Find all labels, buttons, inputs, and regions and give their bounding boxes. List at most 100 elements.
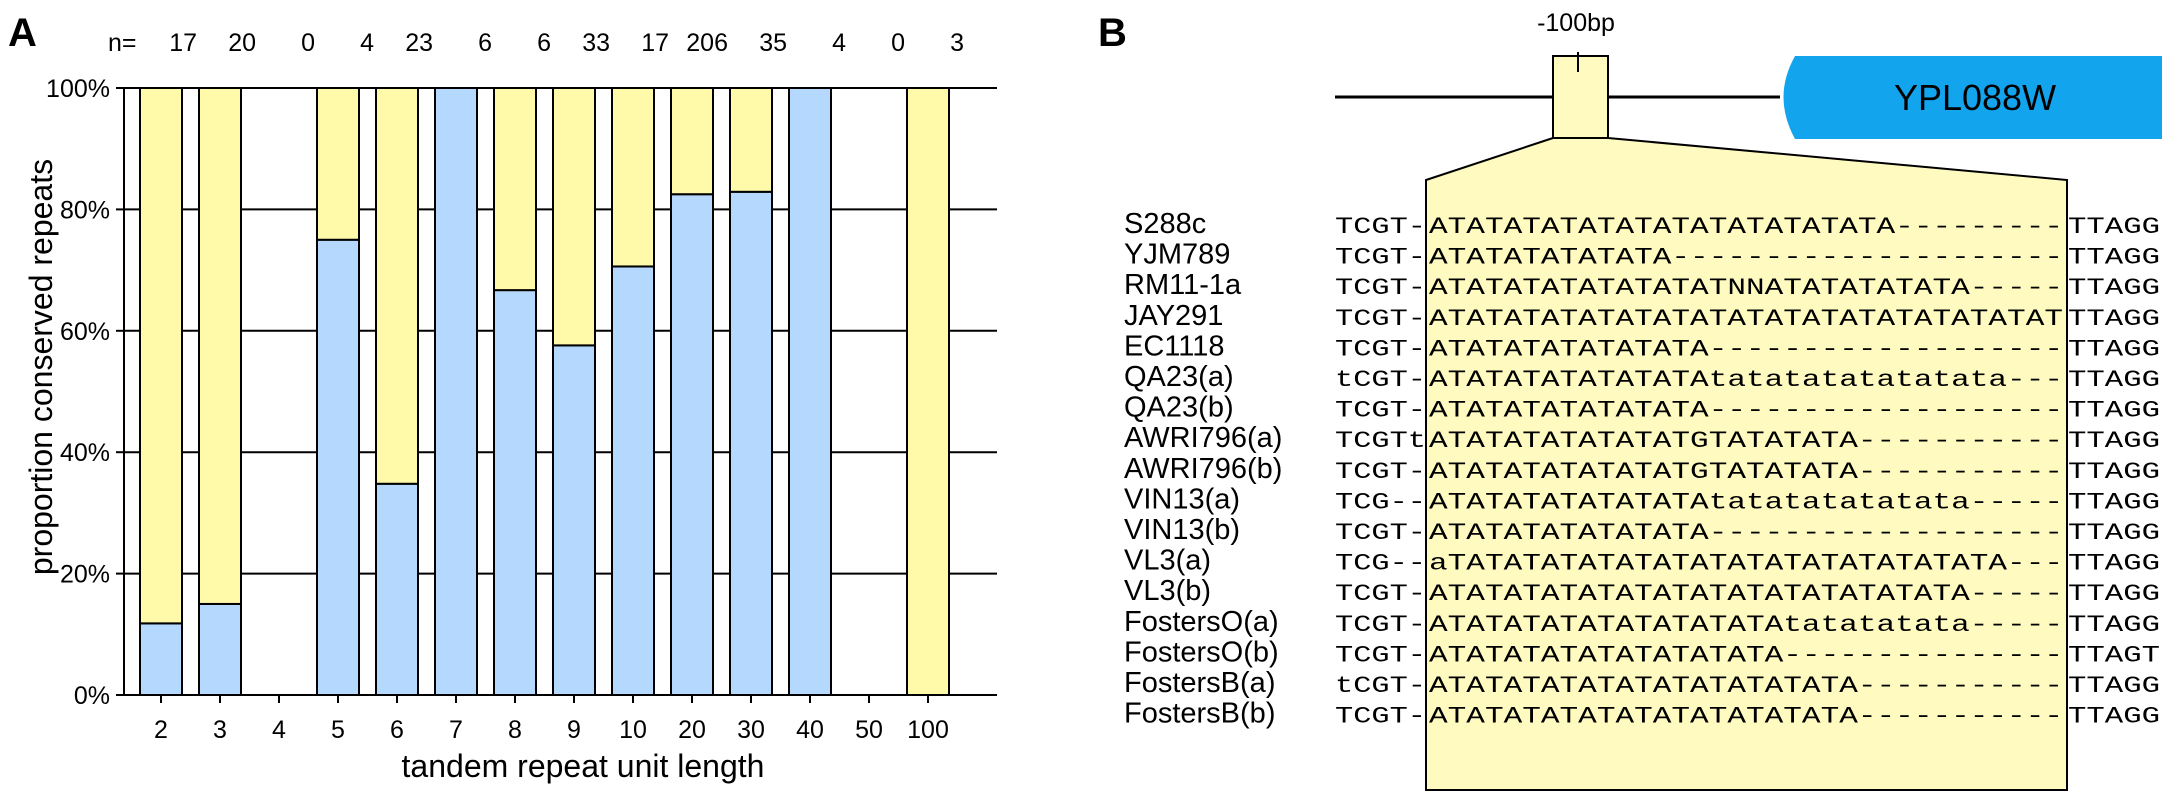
sequence-left: TCGT- — [1335, 581, 1426, 607]
sequence-left: tCGT- — [1335, 367, 1426, 393]
sequence-left: TCG-- — [1335, 489, 1426, 515]
y-tick-label: 0% — [74, 682, 110, 710]
sequence-left: TCGT- — [1335, 642, 1426, 668]
y-axis-label: proportion conserved repeats — [23, 159, 59, 575]
strain-label: QA23(b) — [1124, 392, 1234, 424]
bar-segment-blue — [552, 344, 596, 696]
sequence-repeat: ATATATATATATATA------------------- — [1429, 398, 2063, 424]
sequence-left: TCGT- — [1335, 612, 1426, 638]
y-tick-label: 60% — [60, 318, 110, 346]
sequence-repeat: ATATATATATATATATATATATATATATA----- — [1429, 581, 2063, 607]
bar-segment-yellow — [729, 87, 773, 193]
n-count-label: 6 — [537, 29, 551, 57]
sequence-left: TCGT- — [1335, 336, 1426, 362]
strain-label: FostersB(a) — [1124, 667, 1275, 699]
sequence-right: TTAGG — [2068, 612, 2160, 638]
sequence-right: TTAGG — [2068, 245, 2160, 271]
x-tick-label: 8 — [508, 716, 522, 744]
n-count-label: 206 — [686, 29, 728, 57]
position-label: -100bp — [1537, 9, 1615, 37]
sequence-left: TCGT- — [1335, 704, 1426, 730]
sequence-left: TCGT- — [1335, 245, 1426, 271]
alignment-row: FostersB(b) TCGT- ATATATATATATATATATATATA-… — [1124, 698, 2160, 730]
x-tick-label: 20 — [678, 716, 706, 744]
x-tick-label: 3 — [213, 716, 227, 744]
gene-schematic: YPL088W -100bp — [1335, 9, 2162, 791]
bars — [139, 87, 950, 697]
bar-segment-yellow — [375, 87, 419, 485]
alignment-row: YJM789 TCGT- ATATATATATATA----------------… — [1124, 239, 2160, 271]
n-count-label: 35 — [759, 29, 787, 57]
bar-segment-yellow — [316, 87, 360, 241]
x-tick-label: 50 — [855, 716, 883, 744]
alignment-row: VL3(b) TCGT- ATATATATATATATATATATATATATATA… — [1124, 575, 2160, 607]
bar-segment-yellow — [670, 87, 714, 196]
x-tick-label: 9 — [567, 716, 581, 744]
strain-label: FostersO(a) — [1124, 606, 1279, 638]
sequence-left: TCGT- — [1335, 306, 1426, 332]
panel-a-letter: A — [8, 11, 37, 55]
sequence-repeat: ATATATATATATATGTATATATA----------- — [1429, 459, 2063, 485]
sequence-right: TTAGG — [2068, 551, 2160, 577]
n-count-label: 0 — [891, 29, 905, 57]
sequence-right: TTAGG — [2068, 336, 2160, 362]
panel-b-alignment: B YPL088W -100bp S288c TCGT- ATATATATATATA… — [1098, 9, 2162, 791]
alignment-row: QA23(a) tCGT- ATATATATATATATAtatatatatatat… — [1124, 361, 2160, 393]
sequence-repeat: ATATATATATATATA------------------- — [1429, 520, 2063, 546]
x-tick-label: 100 — [907, 716, 949, 744]
y-tick-label: 40% — [60, 439, 110, 467]
sequence-left: TCGTt — [1335, 428, 1426, 454]
sequence-right: TTAGG — [2068, 398, 2160, 424]
zoom-highlight — [1425, 137, 2068, 791]
sequence-left: TCG-- — [1335, 551, 1426, 577]
strain-label: S288c — [1124, 208, 1206, 240]
sequence-repeat: ATATATATATATATATATATATATA--------- — [1429, 214, 2063, 240]
bar-segment-yellow — [493, 87, 537, 292]
sequence-left: TCGT- — [1335, 214, 1426, 240]
gene-label: YPL088W — [1894, 77, 2056, 118]
strain-label: VL3(a) — [1124, 545, 1211, 577]
sequence-repeat: ATATATATATATATGTATATATA----------- — [1429, 428, 2063, 454]
n-count-label: 4 — [832, 29, 846, 57]
x-tick-label: 5 — [331, 716, 345, 744]
sequence-left: tCGT- — [1335, 673, 1426, 699]
sequence-right: TTAGG — [2068, 214, 2160, 240]
y-tick-label: 80% — [60, 196, 110, 224]
sequence-right: TTAGG — [2068, 367, 2160, 393]
bar-segment-blue — [788, 87, 832, 696]
alignment-row: EC1118 TCGT- ATATATATATATATA--------------… — [1124, 330, 2160, 362]
sequence-left: TCGT- — [1335, 459, 1426, 485]
strain-label: FostersO(b) — [1124, 636, 1279, 668]
bar-segment-yellow — [552, 87, 596, 347]
sequence-right: TTAGG — [2068, 704, 2160, 730]
bar-segment-blue — [316, 238, 360, 696]
sequence-right: TTAGG — [2068, 306, 2160, 332]
sequence-right: TTAGG — [2068, 581, 2160, 607]
gene-arrow — [1783, 56, 2162, 139]
n-count-labels: 17 20 0 4 23 6 6 33 17 206 35 4 0 3 — [169, 29, 964, 57]
alignment-row: FostersB(a) tCGT- ATATATATATATATATATATATA-… — [1124, 667, 2160, 699]
strain-label: RM11-1a — [1124, 269, 1242, 301]
n-count-label: 17 — [641, 29, 669, 57]
x-tick-label: 4 — [272, 716, 286, 744]
bar-segment-blue — [198, 602, 242, 697]
sequence-right: TTAGT — [2068, 642, 2160, 668]
x-tick-label: 6 — [390, 716, 404, 744]
bar-segment-blue — [729, 190, 773, 696]
n-count-label: 23 — [405, 29, 433, 57]
sequence-repeat: ATATATATATATATATATATATA----------- — [1429, 704, 2063, 730]
bar-segment-yellow — [198, 87, 242, 605]
sequence-repeat: ATATATATATATATA------------------- — [1429, 336, 2063, 362]
strain-label: EC1118 — [1124, 330, 1225, 362]
sequence-left: TCGT- — [1335, 275, 1426, 301]
sequence-repeat: ATATATATATATATATNNATATATATATA----- — [1429, 275, 2063, 301]
sequence-right: TTAGG — [2068, 428, 2160, 454]
alignment-row: QA23(b) TCGT- ATATATATATATATA-------------… — [1124, 392, 2160, 424]
n-count-label: 4 — [360, 29, 374, 57]
sequence-right: TTAGG — [2068, 489, 2160, 515]
sequence-repeat: ATATATATATATATAtatatatatatata----- — [1429, 489, 2063, 515]
strain-label: AWRI796(a) — [1124, 422, 1282, 454]
sequence-repeat: ATATATATATATATATATATATATATATATATAT — [1429, 306, 2063, 332]
panel-a-chart: A n= proportion conserved repeats tandem… — [8, 11, 997, 784]
